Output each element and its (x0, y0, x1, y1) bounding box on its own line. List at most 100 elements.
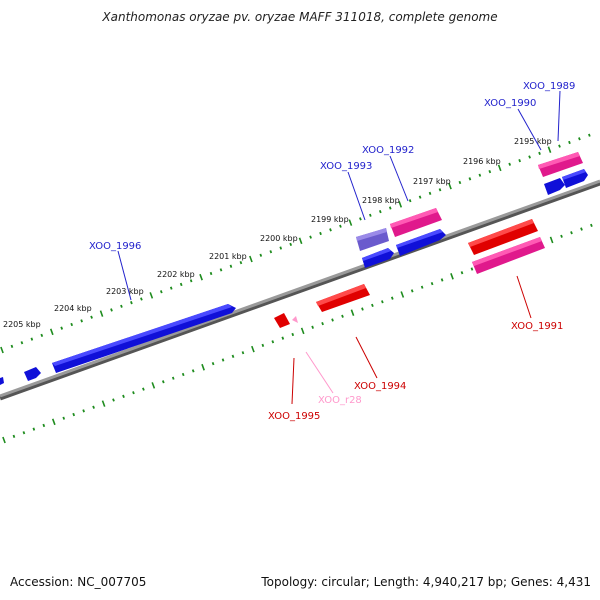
gene-near-1991[interactable] (468, 219, 538, 255)
reverse-scale-tick (420, 285, 424, 289)
genome-backbone (0, 179, 600, 398)
reverse-scale-tick (361, 307, 364, 311)
gene-xoo-1993[interactable] (356, 228, 389, 251)
reverse-scale-tick (132, 391, 135, 395)
forward-scale-tick (298, 237, 303, 245)
gene-xoo-1991[interactable] (472, 237, 545, 274)
reverse-scale-tick (390, 296, 394, 300)
forward-scale-tick (80, 319, 83, 323)
reverse-scale-tick (101, 400, 106, 407)
reverse-scale-tick (281, 336, 285, 340)
gene-near-1993[interactable] (362, 248, 394, 268)
gene-xoo-r28[interactable] (292, 316, 298, 323)
gene-left-edge[interactable] (0, 377, 4, 385)
forward-scale-tick (20, 341, 24, 345)
reverse-scale-tick (42, 423, 46, 428)
gene-xoo-1992[interactable] (390, 208, 442, 237)
genome-backbone-shadow (0, 180, 600, 401)
forward-scale-tick (289, 242, 293, 247)
forward-scale-tick (448, 182, 452, 190)
reverse-scale-tick (251, 345, 255, 353)
gene-left-partial[interactable] (24, 367, 41, 381)
reverse-scale-tick (32, 427, 36, 431)
reverse-scale-tick (440, 278, 444, 282)
forward-scale-tick (438, 188, 442, 192)
label-xoo-1989[interactable]: XOO_1989 (523, 81, 575, 92)
reverse-scale-tick (271, 340, 275, 344)
reverse-scale-tick (371, 303, 374, 308)
leader-xoo-1994 (355, 336, 378, 379)
reverse-scale-tick (142, 387, 145, 391)
label-xoo-1990[interactable]: XOO_1990 (484, 98, 536, 109)
reverse-scale-tick (51, 418, 56, 426)
forward-scale-tick (10, 344, 14, 348)
reverse-scale-tick (112, 398, 115, 402)
tick-label-2196: 2196 kbp (463, 157, 501, 166)
tick-label-2199: 2199 kbp (311, 215, 349, 224)
gene-near-1990[interactable] (562, 169, 588, 188)
gene-xoo-1996[interactable] (52, 304, 236, 373)
forward-scale-tick (149, 292, 154, 299)
leader-xoo-1993 (347, 171, 366, 221)
reverse-scale-tick (241, 351, 245, 355)
reverse-scale-tick (2, 436, 6, 444)
label-xoo-1992[interactable]: XOO_1992 (362, 145, 414, 156)
tick-label-2205: 2205 kbp (3, 320, 41, 329)
forward-scale-tick (578, 137, 581, 141)
forward-scale-tick (538, 151, 541, 155)
forward-scale-tick (239, 260, 243, 265)
reverse-scale-tick (22, 431, 26, 435)
topology-label: Topology: circular; Length: 4,940,217 bp… (261, 575, 591, 589)
reverse-scale-tick (460, 271, 464, 275)
reverse-scale-tick (231, 354, 235, 359)
forward-scale-tick (199, 273, 203, 281)
forward-scale-tick (209, 271, 213, 276)
forward-scale-tick (488, 169, 492, 174)
forward-scale-tick (497, 164, 502, 172)
reverse-scale-tick (560, 234, 563, 238)
label-xoo-1996[interactable]: XOO_1996 (89, 241, 141, 252)
reverse-scale-tick (311, 325, 314, 329)
reverse-scale-tick (221, 358, 225, 362)
forward-scale-tick (229, 264, 233, 268)
forward-scale-tick (140, 297, 143, 301)
forward-scale-tick (428, 191, 432, 195)
reverse-scale-tick (191, 369, 195, 373)
label-xoo-1994[interactable]: XOO_1994 (354, 381, 406, 392)
forward-scale-tick (558, 144, 561, 148)
forward-scale-tick (329, 228, 332, 232)
reverse-scale-tick (161, 380, 165, 384)
gene-xoo-1989[interactable] (538, 152, 583, 177)
tick-label-2202: 2202 kbp (157, 270, 195, 279)
reverse-scale-ticks (2, 223, 593, 444)
label-xoo-1993[interactable]: XOO_1993 (320, 161, 372, 172)
reverse-scale-tick (350, 309, 355, 316)
leader-xoo-1989 (557, 90, 561, 142)
reverse-scale-tick (181, 372, 185, 377)
label-xoo-r28[interactable]: XOO_r28 (318, 395, 362, 406)
reverse-scale-tick (300, 327, 305, 335)
forward-scale-tick (418, 195, 422, 199)
reverse-scale-tick (211, 361, 215, 366)
reverse-scale-tick (151, 382, 156, 389)
gene-near-1992[interactable] (396, 229, 446, 256)
label-xoo-1991[interactable]: XOO_1991 (511, 321, 563, 332)
leader-xoo-1996 (117, 250, 132, 301)
leader-xoo-r28 (305, 351, 334, 394)
gene-xoo-1990[interactable] (544, 178, 565, 195)
reverse-scale-tick (580, 227, 583, 231)
reverse-scale-tick (201, 363, 205, 371)
forward-scale-tick (279, 246, 283, 250)
gene-xoo-1994[interactable] (316, 284, 370, 312)
forward-scale-tick (359, 217, 362, 221)
forward-scale-tick (179, 282, 183, 287)
forward-scale-tick (99, 310, 104, 317)
forward-scale-tick (458, 180, 462, 185)
reverse-scale-tick (261, 343, 265, 347)
forward-scale-tick (259, 253, 263, 257)
reverse-scale-tick (72, 412, 76, 417)
forward-scale-tick (189, 279, 193, 283)
gene-xoo-1995[interactable] (274, 313, 290, 328)
reverse-scale-tick (549, 236, 554, 244)
label-xoo-1995[interactable]: XOO_1995 (268, 411, 320, 422)
